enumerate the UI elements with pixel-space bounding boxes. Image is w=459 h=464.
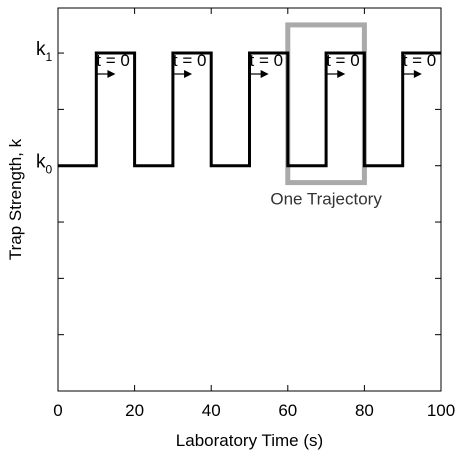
t-zero-arrow-head	[107, 70, 116, 78]
x-tick-label: 20	[125, 401, 144, 420]
t-zero-label: t = 0	[403, 51, 437, 70]
series-line	[58, 51, 441, 168]
series-layer	[58, 51, 441, 168]
x-tick-label: 0	[53, 401, 62, 420]
x-axis-title: Laboratory Time (s)	[176, 431, 323, 450]
annotation-layer: t = 0 t = 0 t = 0 t = 0 t = 0	[95, 51, 437, 80]
x-tick-label: 100	[427, 401, 455, 420]
t-zero-arrow-head	[337, 70, 346, 78]
t-zero-label: t = 0	[250, 51, 284, 70]
y-axis-title: Trap Strength, k	[6, 138, 25, 260]
y-tick-label: k0	[36, 152, 53, 177]
y-tick-label: k1	[36, 39, 53, 64]
t-zero-label: t = 0	[173, 51, 207, 70]
x-tick-label: 80	[355, 401, 374, 420]
y-tick-labels: k0 k1	[36, 39, 53, 177]
t-zero-arrow-head	[413, 70, 422, 78]
x-tick-labels: 0 20 40 60 80 100	[53, 401, 455, 420]
plot-frame	[57, 7, 442, 392]
x-tick-label: 60	[278, 401, 297, 420]
t-zero-label: t = 0	[326, 51, 360, 70]
t-zero-arrow-head	[184, 70, 193, 78]
t-zero-arrow-head	[260, 70, 269, 78]
trajectory-label: One Trajectory	[270, 190, 382, 209]
x-tick-label: 40	[202, 401, 221, 420]
t-zero-label: t = 0	[96, 51, 130, 70]
axis-ticks	[58, 8, 441, 391]
